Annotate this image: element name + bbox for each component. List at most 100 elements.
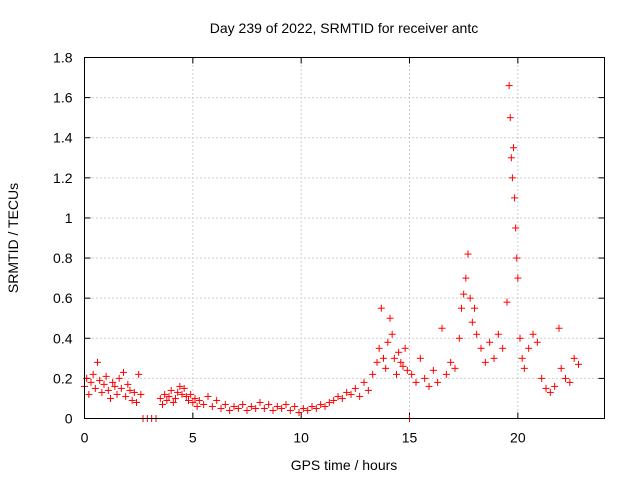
data-point xyxy=(373,358,381,366)
data-point xyxy=(364,386,372,394)
data-point xyxy=(562,374,569,382)
data-point xyxy=(507,154,515,162)
data-point xyxy=(429,366,437,374)
data-point xyxy=(481,358,489,366)
data-point xyxy=(252,404,260,412)
data-point xyxy=(128,396,136,404)
data-point xyxy=(442,370,450,378)
y-tick-label: 1.6 xyxy=(53,90,73,106)
data-point xyxy=(477,344,485,352)
data-point xyxy=(343,388,351,396)
y-tick-label: 0.8 xyxy=(53,250,73,266)
data-point xyxy=(304,406,312,414)
y-tick-label: 0.4 xyxy=(53,330,73,346)
data-point xyxy=(546,388,554,396)
data-point xyxy=(375,344,383,352)
y-tick-label: 0 xyxy=(65,411,73,427)
data-point xyxy=(291,402,299,410)
data-point xyxy=(575,360,582,368)
data-point xyxy=(308,402,316,410)
data-point xyxy=(130,388,138,396)
x-tick-label: 0 xyxy=(81,430,89,446)
y-axis: 0 0.2 0.4 0.6 0.8 1 1.2 1.4 1.6 1.8 xyxy=(53,50,605,427)
data-point xyxy=(165,392,173,400)
data-point xyxy=(401,344,409,352)
data-point xyxy=(239,400,247,408)
data-point xyxy=(395,348,403,356)
data-point xyxy=(260,404,268,412)
data-point xyxy=(514,274,522,282)
data-point xyxy=(438,324,446,332)
chart-title: Day 239 of 2022, SRMTID for receiver ant… xyxy=(210,20,478,36)
data-point xyxy=(447,358,455,366)
data-point xyxy=(505,82,513,90)
data-point xyxy=(100,380,108,388)
data-point xyxy=(468,318,476,326)
data-point xyxy=(386,314,394,322)
y-axis-label: SRMTID / TECUs xyxy=(5,183,21,293)
data-point xyxy=(403,366,411,374)
data-point xyxy=(384,338,392,346)
data-point xyxy=(397,358,405,366)
x-tick-label: 15 xyxy=(402,430,418,446)
data-point xyxy=(247,402,255,410)
y-tick-label: 0.6 xyxy=(53,290,73,306)
data-point xyxy=(529,330,537,338)
data-point xyxy=(98,388,106,396)
data-point xyxy=(193,402,201,410)
data-point xyxy=(382,364,390,372)
data-point xyxy=(525,344,533,352)
data-point xyxy=(466,294,474,302)
data-point xyxy=(462,274,470,282)
data-point xyxy=(334,392,342,400)
data-point xyxy=(187,390,195,398)
y-tick-label: 0.2 xyxy=(53,370,73,386)
data-point xyxy=(137,390,145,398)
data-point xyxy=(161,390,169,398)
data-point xyxy=(230,402,238,410)
x-tick-label: 10 xyxy=(293,430,309,446)
data-point xyxy=(408,370,416,378)
data-point xyxy=(89,370,97,378)
data-point xyxy=(551,382,559,390)
data-point xyxy=(473,330,481,338)
data-point xyxy=(180,384,188,392)
data-point xyxy=(185,396,192,404)
data-point xyxy=(286,406,294,414)
data-point xyxy=(163,396,171,404)
y-tick-label: 1.4 xyxy=(53,130,73,146)
data-point xyxy=(204,392,212,400)
y-tick-label: 1.8 xyxy=(53,50,73,66)
data-point xyxy=(169,398,177,406)
data-point xyxy=(325,398,333,406)
data-point xyxy=(182,392,190,400)
data-point xyxy=(486,338,494,346)
data-point xyxy=(111,382,119,390)
data-point xyxy=(458,304,465,312)
data-point xyxy=(312,404,320,412)
data-series xyxy=(81,82,582,422)
data-point xyxy=(510,144,517,152)
data-point xyxy=(399,362,407,370)
data-point xyxy=(208,402,216,410)
data-point xyxy=(200,400,208,408)
data-point xyxy=(512,224,520,232)
plot-frame xyxy=(84,57,605,419)
data-point xyxy=(176,382,184,390)
x-tick-label: 20 xyxy=(510,430,526,446)
data-point xyxy=(434,378,442,386)
x-tick-label: 5 xyxy=(189,430,197,446)
data-point xyxy=(122,392,130,400)
data-point xyxy=(126,386,134,394)
data-point xyxy=(102,372,110,380)
data-point xyxy=(117,384,125,392)
data-point xyxy=(412,378,420,386)
data-point xyxy=(191,394,199,402)
data-point xyxy=(282,400,290,408)
data-point xyxy=(265,400,273,408)
data-point xyxy=(566,378,574,386)
data-point xyxy=(107,394,114,402)
data-point xyxy=(390,354,398,362)
data-point xyxy=(393,370,400,378)
